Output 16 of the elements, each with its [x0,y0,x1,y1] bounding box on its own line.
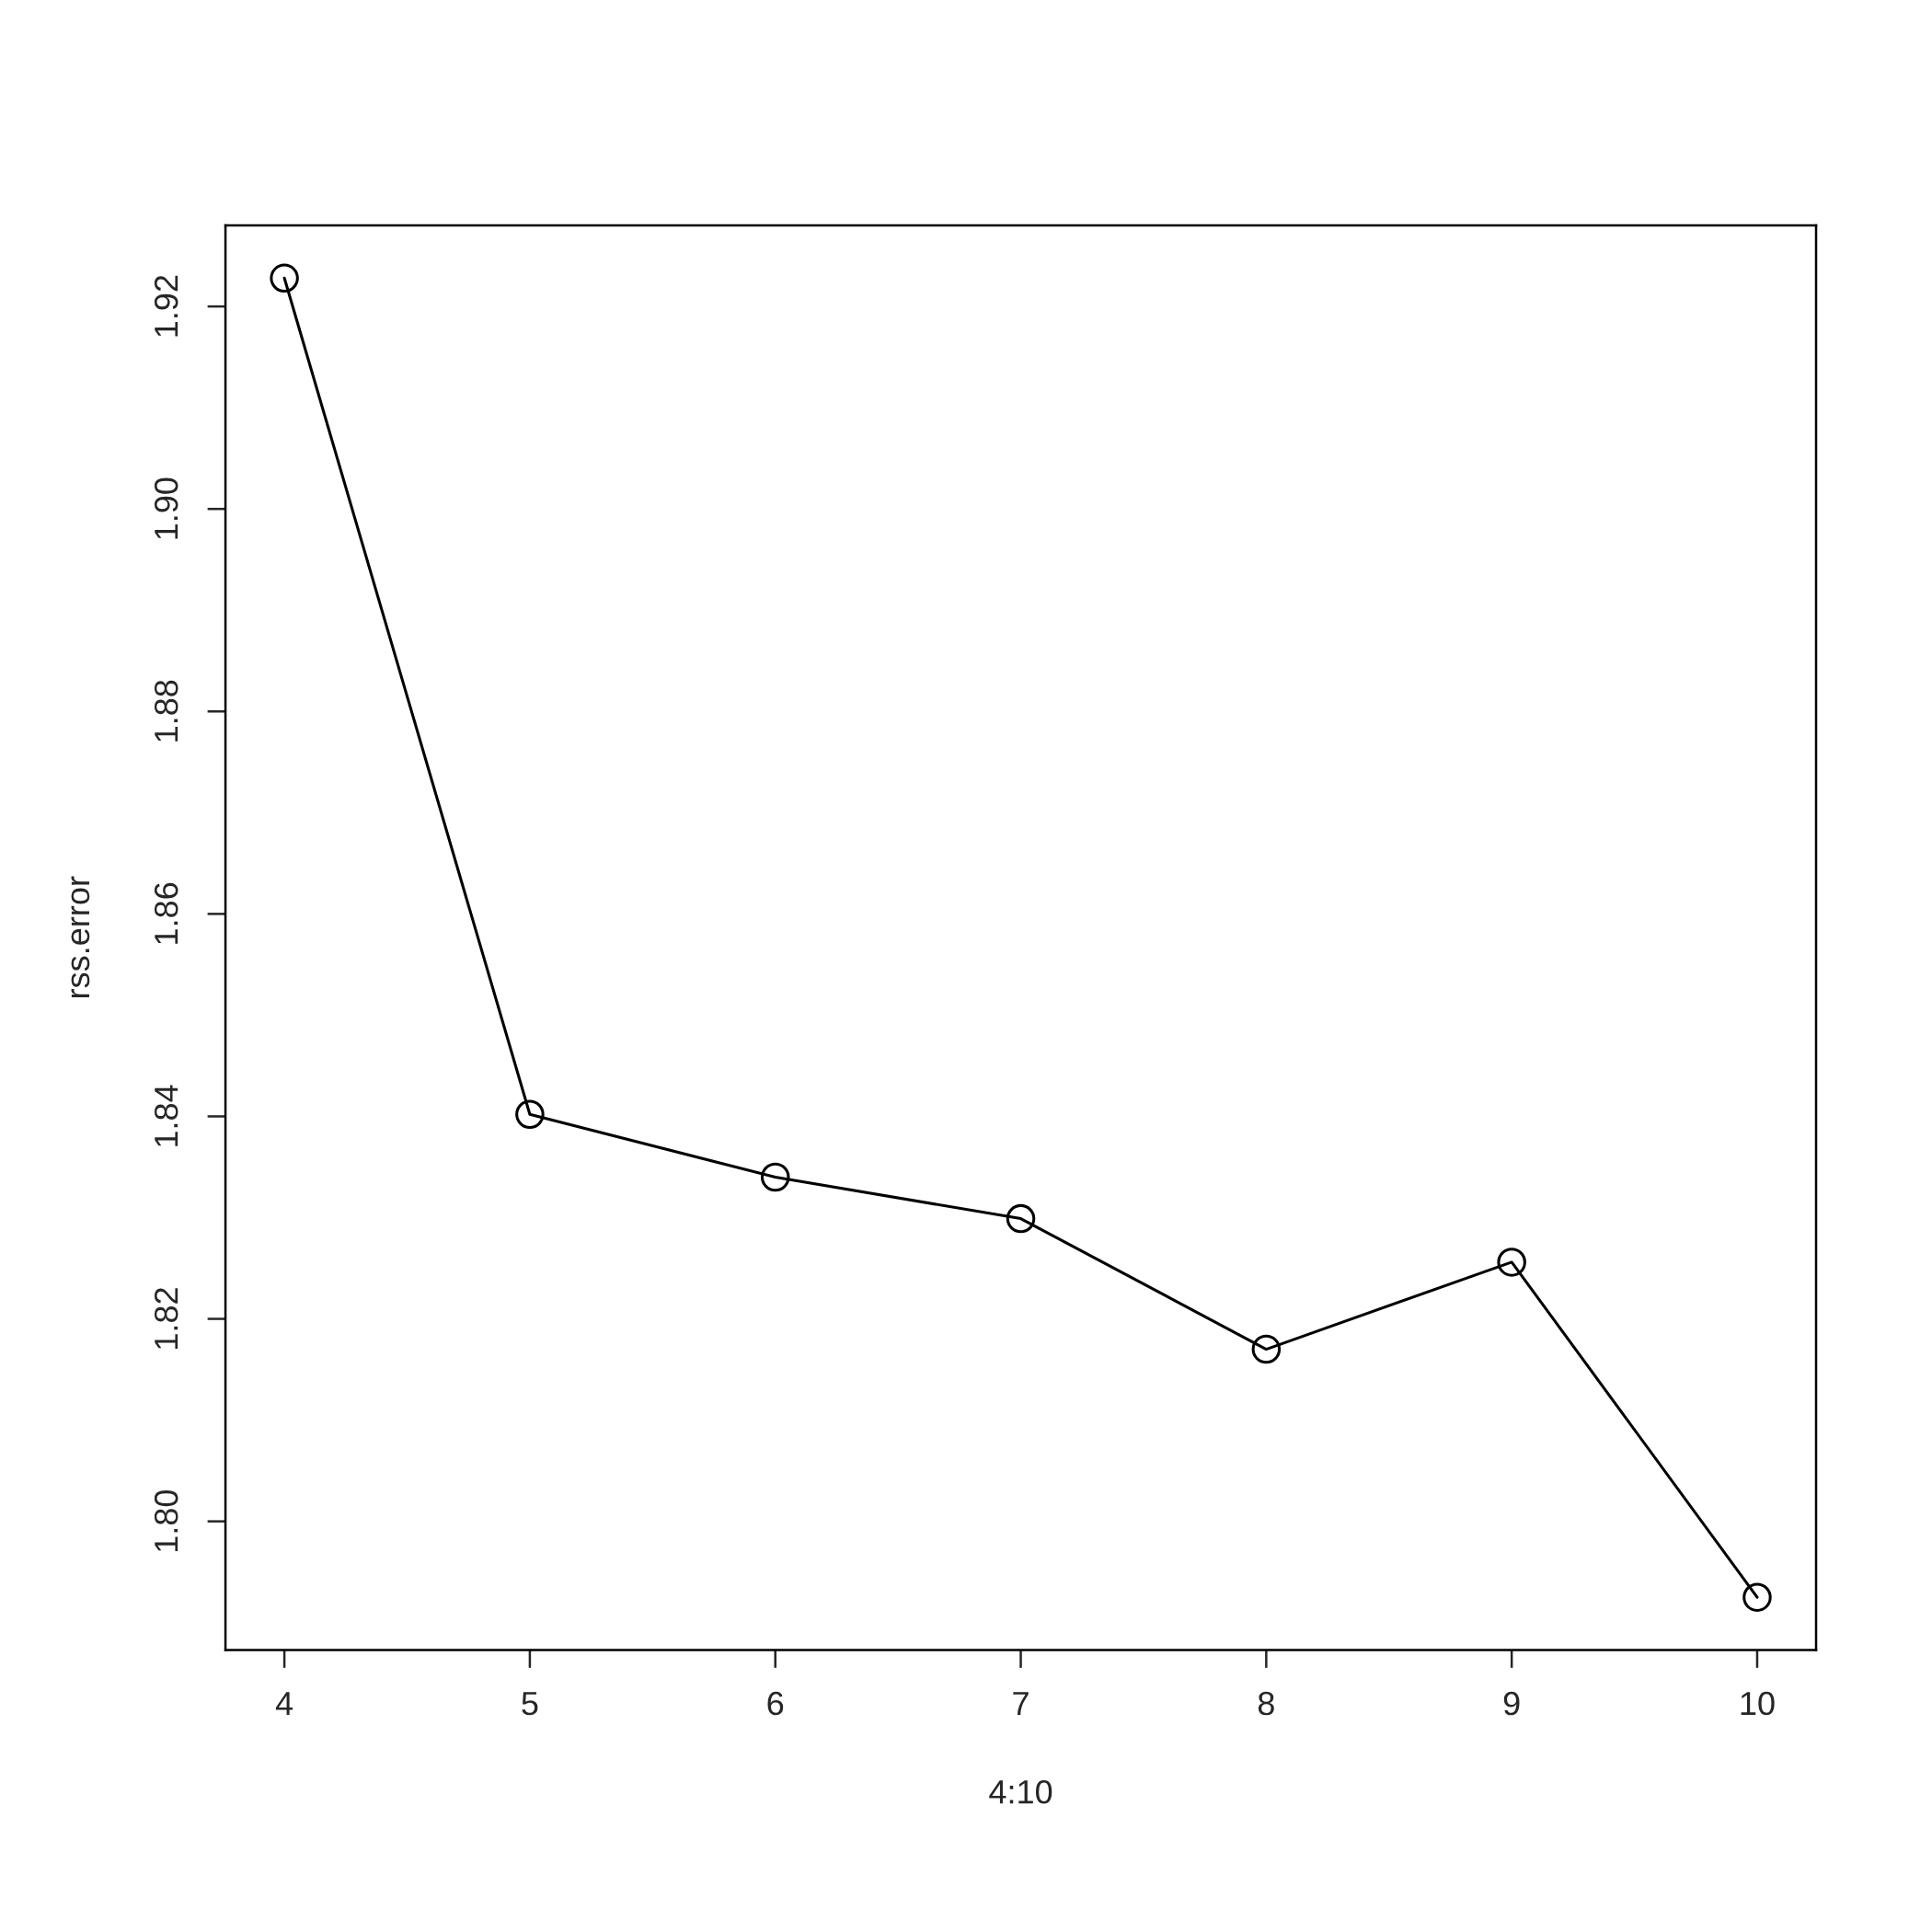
x-tick-label: 9 [1503,1691,1520,1716]
x-tick-label: 4 [275,1692,293,1716]
x-tick-label: 6 [767,1691,784,1716]
y-tick-label: 1.86 [154,882,178,944]
x-tick-label: 7 [1013,1692,1029,1716]
x-tick-label: 10 [1741,1691,1775,1716]
x-tick-label: 8 [1258,1691,1274,1716]
y-tick-label: 1.82 [154,1288,178,1349]
y-axis-title: rss.error [71,876,90,998]
x-tick-label: 5 [522,1692,538,1716]
y-tick-label: 1.84 [154,1085,178,1146]
y-tick-label: 1.88 [154,680,178,742]
x-axis-title: 4:10 [989,1779,1052,1804]
y-tick-label: 1.92 [154,275,178,337]
y-tick-label: 1.80 [154,1489,178,1552]
y-tick-label: 1.90 [154,477,178,539]
